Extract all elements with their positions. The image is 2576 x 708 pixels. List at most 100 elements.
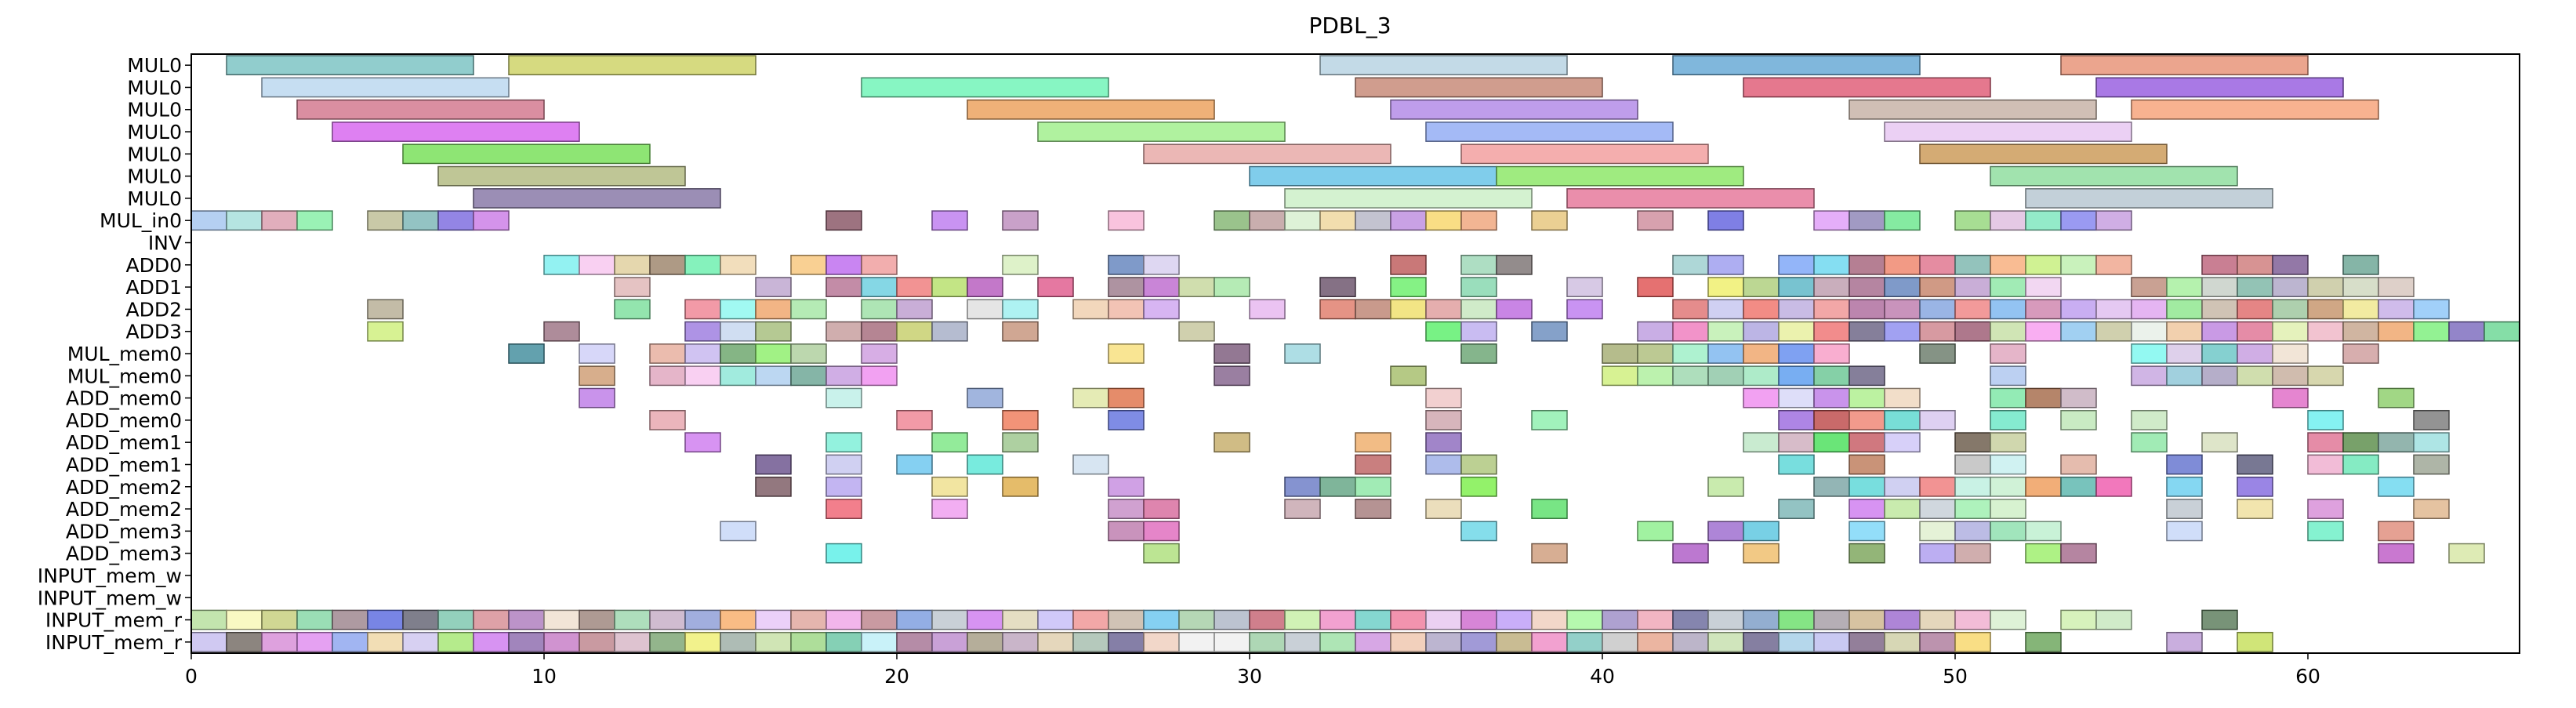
task-bar	[508, 55, 756, 76]
task-block	[543, 254, 580, 275]
task-block	[825, 254, 862, 275]
task-block	[1355, 476, 1391, 497]
task-block	[1707, 210, 1744, 231]
task-block	[931, 476, 968, 497]
y-tick-label: MUL0	[127, 76, 182, 99]
task-block	[1637, 210, 1674, 231]
task-block	[1460, 454, 1497, 475]
y-tick-label: ADD_mem0	[66, 387, 182, 410]
task-block	[2025, 277, 2062, 298]
task-block	[2237, 631, 2273, 652]
task-block	[2131, 299, 2168, 320]
task-block	[649, 609, 686, 630]
task-block	[1849, 476, 1885, 497]
task-block	[1778, 631, 1815, 652]
y-tick-label: INV	[148, 232, 182, 255]
task-block	[1143, 543, 1180, 564]
task-block	[1460, 210, 1497, 231]
y-tick-label: MUL0	[127, 143, 182, 165]
x-tick-label: 40	[1590, 665, 1615, 688]
task-block	[2413, 409, 2450, 430]
task-block	[1072, 387, 1109, 408]
task-block	[1460, 321, 1497, 342]
task-block	[1143, 254, 1180, 275]
task-block	[1355, 631, 1391, 652]
x-tick-label: 0	[185, 665, 198, 688]
task-block	[2201, 277, 2238, 298]
task-block	[2025, 254, 2062, 275]
task-block	[1178, 277, 1215, 298]
task-bar	[1919, 143, 2168, 165]
task-block	[2166, 454, 2203, 475]
task-block	[1108, 521, 1145, 542]
task-block	[1849, 277, 1885, 298]
task-block	[508, 343, 545, 364]
task-block	[1778, 499, 1815, 519]
task-block	[1284, 499, 1321, 519]
task-block	[861, 277, 898, 298]
task-block	[1284, 609, 1321, 630]
task-block	[1778, 277, 1815, 298]
task-block	[931, 609, 968, 630]
task-block	[579, 365, 615, 387]
task-block	[1672, 365, 1709, 387]
task-block	[2342, 277, 2379, 298]
task-block	[1743, 432, 1780, 453]
task-block	[2095, 476, 2132, 497]
task-block	[1954, 543, 1991, 564]
task-block	[1390, 365, 1427, 387]
task-block	[1849, 521, 1885, 542]
task-block	[2307, 432, 2344, 453]
task-bar	[296, 99, 545, 120]
task-block	[790, 609, 827, 630]
task-block	[1319, 277, 1356, 298]
task-block	[1602, 609, 1638, 630]
chart-title: PDBL_3	[1308, 13, 1391, 38]
task-block	[2272, 365, 2309, 387]
task-block	[2237, 254, 2273, 275]
task-block	[1637, 343, 1674, 364]
task-block	[614, 631, 651, 652]
task-block	[1778, 432, 1815, 453]
task-block	[1743, 521, 1780, 542]
task-block	[2131, 343, 2168, 364]
task-block	[2025, 299, 2062, 320]
task-block	[1460, 631, 1497, 652]
y-tick-label: MUL0	[127, 54, 182, 77]
task-block	[755, 454, 792, 475]
task-bar	[1849, 99, 2097, 120]
task-block	[2342, 254, 2379, 275]
task-block	[684, 365, 721, 387]
task-bar	[226, 55, 474, 76]
task-block	[1531, 409, 1568, 430]
task-block	[1707, 476, 1744, 497]
y-tick-label: ADD_mem2	[66, 498, 182, 521]
task-block	[1884, 476, 1921, 497]
task-block	[2237, 277, 2273, 298]
task-block	[1849, 210, 1885, 231]
task-block	[1143, 631, 1180, 652]
task-block	[1002, 631, 1039, 652]
task-block	[2378, 476, 2415, 497]
task-block	[2166, 521, 2203, 542]
task-block	[825, 631, 862, 652]
task-block	[543, 609, 580, 630]
task-block	[367, 321, 404, 342]
task-block	[543, 321, 580, 342]
y-tick-label: INPUT_mem_r	[45, 609, 183, 632]
task-block	[861, 321, 898, 342]
task-block	[1143, 499, 1180, 519]
task-block	[1425, 387, 1462, 408]
task-block	[896, 409, 933, 430]
y-tick-label: ADD2	[125, 298, 182, 321]
task-block	[473, 210, 510, 231]
y-axis: MUL0MUL0MUL0MUL0MUL0MUL0MUL0MUL_in0INVAD…	[38, 54, 191, 654]
task-block	[1143, 299, 1180, 320]
task-block	[2201, 254, 2238, 275]
task-block	[2307, 454, 2344, 475]
task-block	[2025, 387, 2062, 408]
task-block	[1707, 365, 1744, 387]
task-block	[967, 387, 1003, 408]
task-block	[2307, 521, 2344, 542]
